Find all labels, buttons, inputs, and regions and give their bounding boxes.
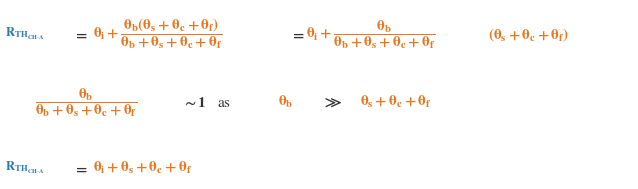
Text: $\mathbf{\theta_s + \theta_c + \theta_f}$: $\mathbf{\theta_s + \theta_c + \theta_f}… bbox=[360, 94, 432, 110]
Text: $\mathbf{(\theta_s + \theta_c + \theta_f)}$: $\mathbf{(\theta_s + \theta_c + \theta_f… bbox=[488, 26, 569, 43]
Text: $\mathrm{as}$: $\mathrm{as}$ bbox=[217, 94, 231, 110]
Text: $\mathbf{\theta_i + \theta_s + \theta_c + \theta_f}$: $\mathbf{\theta_i + \theta_s + \theta_c … bbox=[93, 160, 191, 176]
Text: $\mathbf{\gg}$: $\mathbf{\gg}$ bbox=[322, 93, 343, 111]
Text: $\mathbf{\sim 1}$: $\mathbf{\sim 1}$ bbox=[182, 94, 207, 110]
Text: $\mathbf{\theta_b}$: $\mathbf{\theta_b}$ bbox=[278, 94, 293, 110]
Text: $\mathbf{=}$: $\mathbf{=}$ bbox=[73, 26, 88, 42]
Text: $\mathbf{=}$: $\mathbf{=}$ bbox=[73, 161, 88, 176]
Text: $\mathbf{R_{TH_{CH\text{-}A}}}$: $\mathbf{R_{TH_{CH\text{-}A}}}$ bbox=[5, 160, 45, 176]
Text: $\mathbf{\dfrac{\theta_b}{\theta_b + \theta_s + \theta_c + \theta_f}}$: $\mathbf{\dfrac{\theta_b}{\theta_b + \th… bbox=[35, 86, 137, 119]
Text: $\mathbf{=}$: $\mathbf{=}$ bbox=[290, 26, 305, 42]
Text: $\mathbf{\theta_i + \dfrac{\theta_b(\theta_s + \theta_c + \theta_f)}{\theta_b + : $\mathbf{\theta_i + \dfrac{\theta_b(\the… bbox=[93, 17, 222, 51]
Text: $\mathbf{R_{TH_{CH\text{-}A}}}$: $\mathbf{R_{TH_{CH\text{-}A}}}$ bbox=[5, 26, 45, 42]
Text: $\mathbf{\theta_i + \dfrac{\theta_b}{\theta_b + \theta_s + \theta_c + \theta_f}}: $\mathbf{\theta_i + \dfrac{\theta_b}{\th… bbox=[306, 18, 436, 50]
